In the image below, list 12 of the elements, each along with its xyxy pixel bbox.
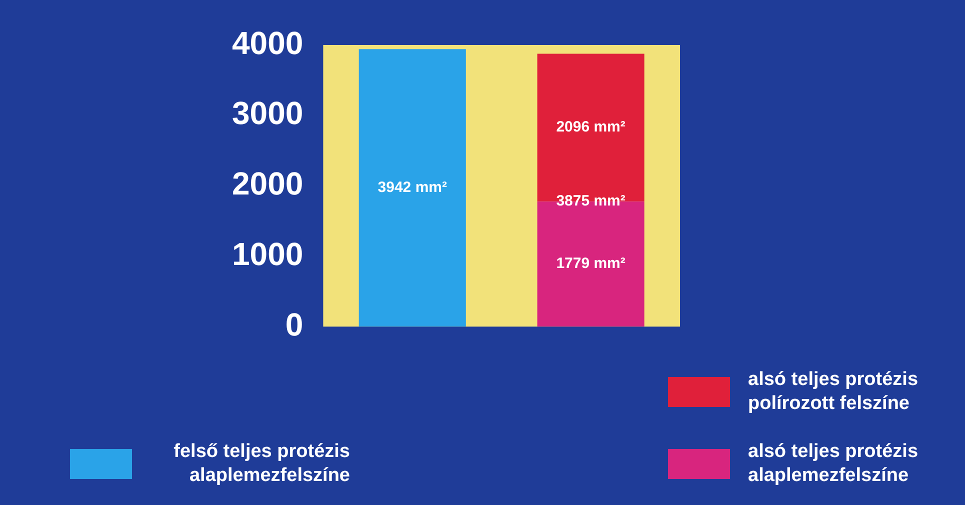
- legend-label: alsó teljes protézis alaplemezfelszíne: [748, 440, 920, 488]
- y-tick-label: 1000: [232, 236, 304, 272]
- data-label: 2096 mm²: [556, 118, 626, 136]
- total-label: 3875 mm²: [556, 192, 626, 210]
- y-tick-label: 0: [285, 306, 304, 342]
- y-tick-label: 2000: [232, 166, 304, 202]
- data-label: 1779 mm²: [556, 255, 626, 272]
- y-tick-label: 3000: [232, 95, 304, 132]
- y-tick-label: 4000: [232, 24, 304, 61]
- legend-label: alsó teljes protézis polírozott felszíne: [748, 368, 920, 416]
- data-label: 3942 mm²: [378, 178, 447, 196]
- legend-label: felső teljes protézis alaplemezfelszíne: [172, 440, 350, 488]
